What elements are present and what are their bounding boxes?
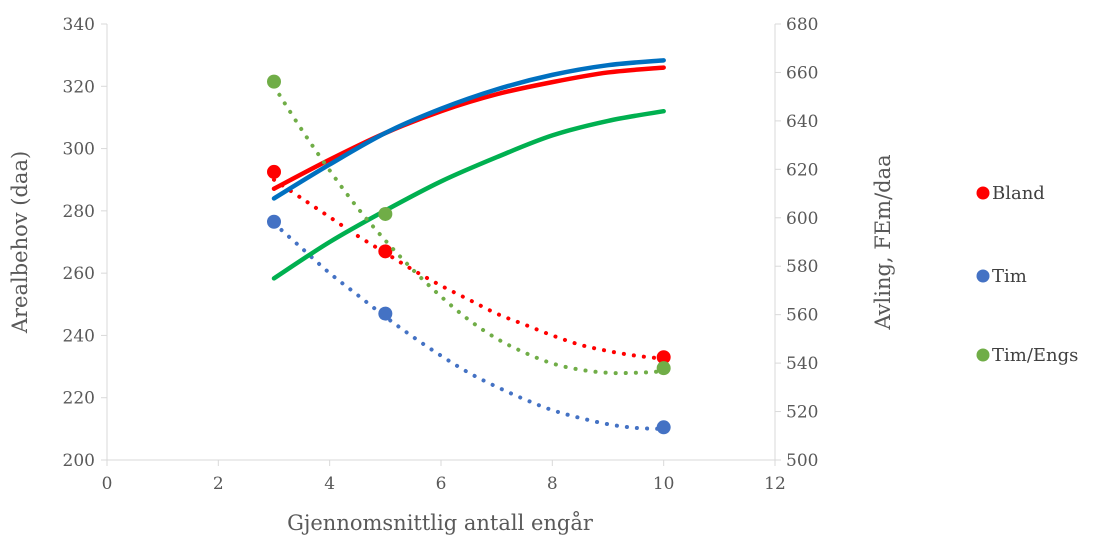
legend-label-tim-engs: Tim/Engs	[992, 345, 1078, 366]
x-tick-label: 0	[102, 474, 113, 494]
x-tick-label: 2	[213, 474, 224, 494]
trend-line-tim-engs	[272, 84, 666, 376]
y2-tick-label: 580	[786, 257, 818, 277]
y-tick-label: 240	[63, 326, 95, 346]
marker-tim-engs	[656, 361, 671, 376]
marker-tim-engs	[267, 74, 281, 89]
y2-tick-label: 620	[786, 160, 818, 180]
x-tick-label: 8	[547, 474, 558, 494]
trend-line-bland	[272, 177, 666, 361]
y2-tick-label: 660	[786, 63, 818, 83]
yield-line-tim	[271, 58, 666, 201]
yield-line-tim-engs	[271, 108, 666, 281]
marker-bland	[267, 164, 281, 179]
y-tick-label: 340	[63, 15, 95, 35]
y-tick-label: 320	[63, 77, 95, 97]
y2-tick-label: 560	[786, 306, 818, 326]
legend-label-bland: Bland	[992, 183, 1045, 204]
axes	[106, 24, 776, 461]
marker-tim-engs	[378, 206, 393, 221]
y-axis-title: Arealbehov (daa)	[8, 151, 32, 334]
y2-tick-label: 640	[786, 112, 818, 132]
legend-marker-tim-engs	[976, 348, 990, 362]
y2-tick-label: 500	[786, 451, 818, 471]
trend-line-tim	[272, 221, 666, 431]
x-tick-label: 10	[653, 474, 675, 494]
y-tick-label: 200	[63, 451, 95, 471]
y2-axis-title: Avling, FEm/daa	[871, 154, 895, 330]
legend: Bland Tim Tim/Engs	[976, 183, 1078, 366]
y-tick-label: 300	[63, 140, 95, 160]
y-tick-label: 260	[63, 264, 95, 284]
x-tick-label: 12	[764, 474, 786, 494]
y2-tick-label: 680	[786, 15, 818, 35]
marker-tim	[267, 214, 281, 229]
x-tick-label: 6	[436, 474, 447, 494]
y-tick-label: 280	[63, 202, 95, 222]
legend-marker-bland	[976, 186, 990, 200]
y2-tick-label: 520	[786, 403, 818, 423]
plot-lines	[267, 58, 671, 435]
legend-label-tim: Tim	[992, 266, 1027, 287]
ticks: 0 2 4 6 8 10 12 200 220 240 260 280 300 320 340 500 520 5…	[63, 15, 819, 494]
y2-tick-label: 540	[786, 354, 818, 374]
legend-marker-tim	[976, 269, 990, 283]
y2-tick-label: 600	[786, 209, 818, 229]
marker-tim	[656, 420, 671, 435]
marker-bland	[378, 244, 393, 259]
x-axis-title: Gjennomsnittlig antall engår	[287, 511, 594, 535]
marker-bland	[656, 350, 671, 365]
yield-line-bland	[271, 65, 666, 191]
y-tick-label: 220	[63, 389, 95, 409]
x-tick-label: 4	[324, 474, 335, 494]
marker-tim	[378, 306, 393, 321]
